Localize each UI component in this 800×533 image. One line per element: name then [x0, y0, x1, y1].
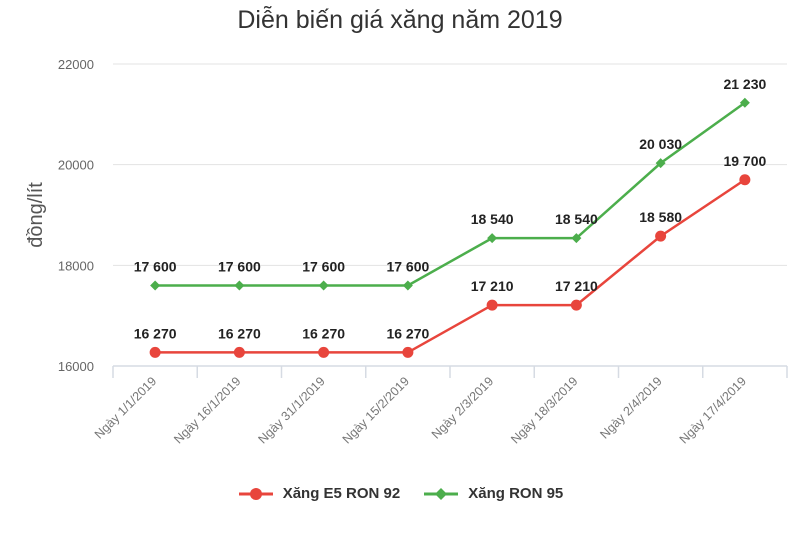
- data-point[interactable]: [233, 346, 245, 358]
- data-label: 17 210: [555, 278, 598, 294]
- y-tick-label: 22000: [58, 57, 94, 72]
- data-label: 18 580: [639, 209, 682, 225]
- data-label: 20 030: [639, 136, 682, 152]
- legend-label: Xăng E5 RON 92: [282, 485, 401, 502]
- data-point[interactable]: [402, 346, 414, 358]
- y-axis-label: đồng/lít: [25, 182, 47, 248]
- data-point[interactable]: [318, 346, 330, 358]
- x-tick-label: Ngày 2/3/2019: [429, 374, 496, 441]
- data-point[interactable]: [486, 299, 498, 311]
- data-point[interactable]: [739, 174, 751, 186]
- data-label: 17 600: [302, 258, 345, 274]
- x-tick-label: Ngày 17/4/2019: [677, 374, 749, 446]
- data-point[interactable]: [570, 299, 582, 311]
- x-tick-label: Ngày 2/4/2019: [597, 374, 664, 441]
- data-point[interactable]: [402, 280, 413, 291]
- data-label: 16 270: [386, 325, 429, 341]
- data-point[interactable]: [149, 346, 161, 358]
- y-axis-ticks: 16000 18000 20000 22000: [58, 57, 94, 374]
- data-point[interactable]: [571, 233, 582, 244]
- data-point[interactable]: [487, 233, 498, 244]
- legend-item-ron95[interactable]: Xăng RON 95: [422, 485, 563, 502]
- legend-label: Xăng RON 95: [468, 485, 564, 502]
- y-tick-label: 20000: [58, 158, 94, 173]
- y-tick-label: 16000: [58, 359, 94, 374]
- data-point[interactable]: [318, 280, 329, 291]
- x-tick-label: Ngày 1/1/2019: [92, 374, 159, 441]
- legend-item-e5-ron92[interactable]: Xăng E5 RON 92: [237, 485, 401, 502]
- data-label: 17 600: [386, 258, 429, 274]
- x-tick-label: Ngày 31/1/2019: [255, 374, 327, 446]
- data-label: 17 600: [218, 258, 261, 274]
- y-tick-label: 18000: [58, 258, 94, 273]
- data-label: 21 230: [723, 76, 766, 92]
- data-label: 18 540: [555, 211, 598, 227]
- data-label: 17 600: [134, 258, 177, 274]
- data-point[interactable]: [150, 280, 161, 291]
- x-axis: Ngày 1/1/2019 Ngày 16/1/2019 Ngày 31/1/201…: [92, 365, 788, 447]
- circle-marker-icon: [238, 487, 273, 500]
- data-label: 17 210: [471, 278, 514, 294]
- legend: Xăng E5 RON 92 Xăng RON 95: [0, 485, 800, 502]
- x-tick-label: Ngày 15/2/2019: [340, 374, 412, 446]
- series-e5-ron92: 16 270 16 270 16 270 16 270 17 210 17 210 18 5…: [134, 153, 766, 358]
- data-point[interactable]: [655, 158, 666, 169]
- data-point[interactable]: [234, 280, 245, 291]
- gridlines: [113, 63, 787, 266]
- x-tick-label: Ngày 16/1/2019: [171, 374, 243, 446]
- diamond-marker-icon: [424, 487, 459, 500]
- chart-title: Diễn biến giá xăng năm 2019: [237, 6, 563, 34]
- data-label: 18 540: [471, 211, 514, 227]
- data-point[interactable]: [655, 230, 667, 242]
- data-label: 16 270: [302, 325, 345, 341]
- data-label: 16 270: [134, 325, 177, 341]
- data-point[interactable]: [739, 97, 750, 108]
- data-label: 19 700: [723, 153, 766, 169]
- data-series: 16 270 16 270 16 270 16 270 17 210 17 210 18 5…: [134, 76, 766, 358]
- series-ron95: 17 600 17 600 17 600 17 600 18 540 18 540 20 0…: [134, 76, 766, 291]
- data-label: 16 270: [218, 325, 261, 341]
- x-tick-label: Ngày 18/3/2019: [508, 374, 580, 446]
